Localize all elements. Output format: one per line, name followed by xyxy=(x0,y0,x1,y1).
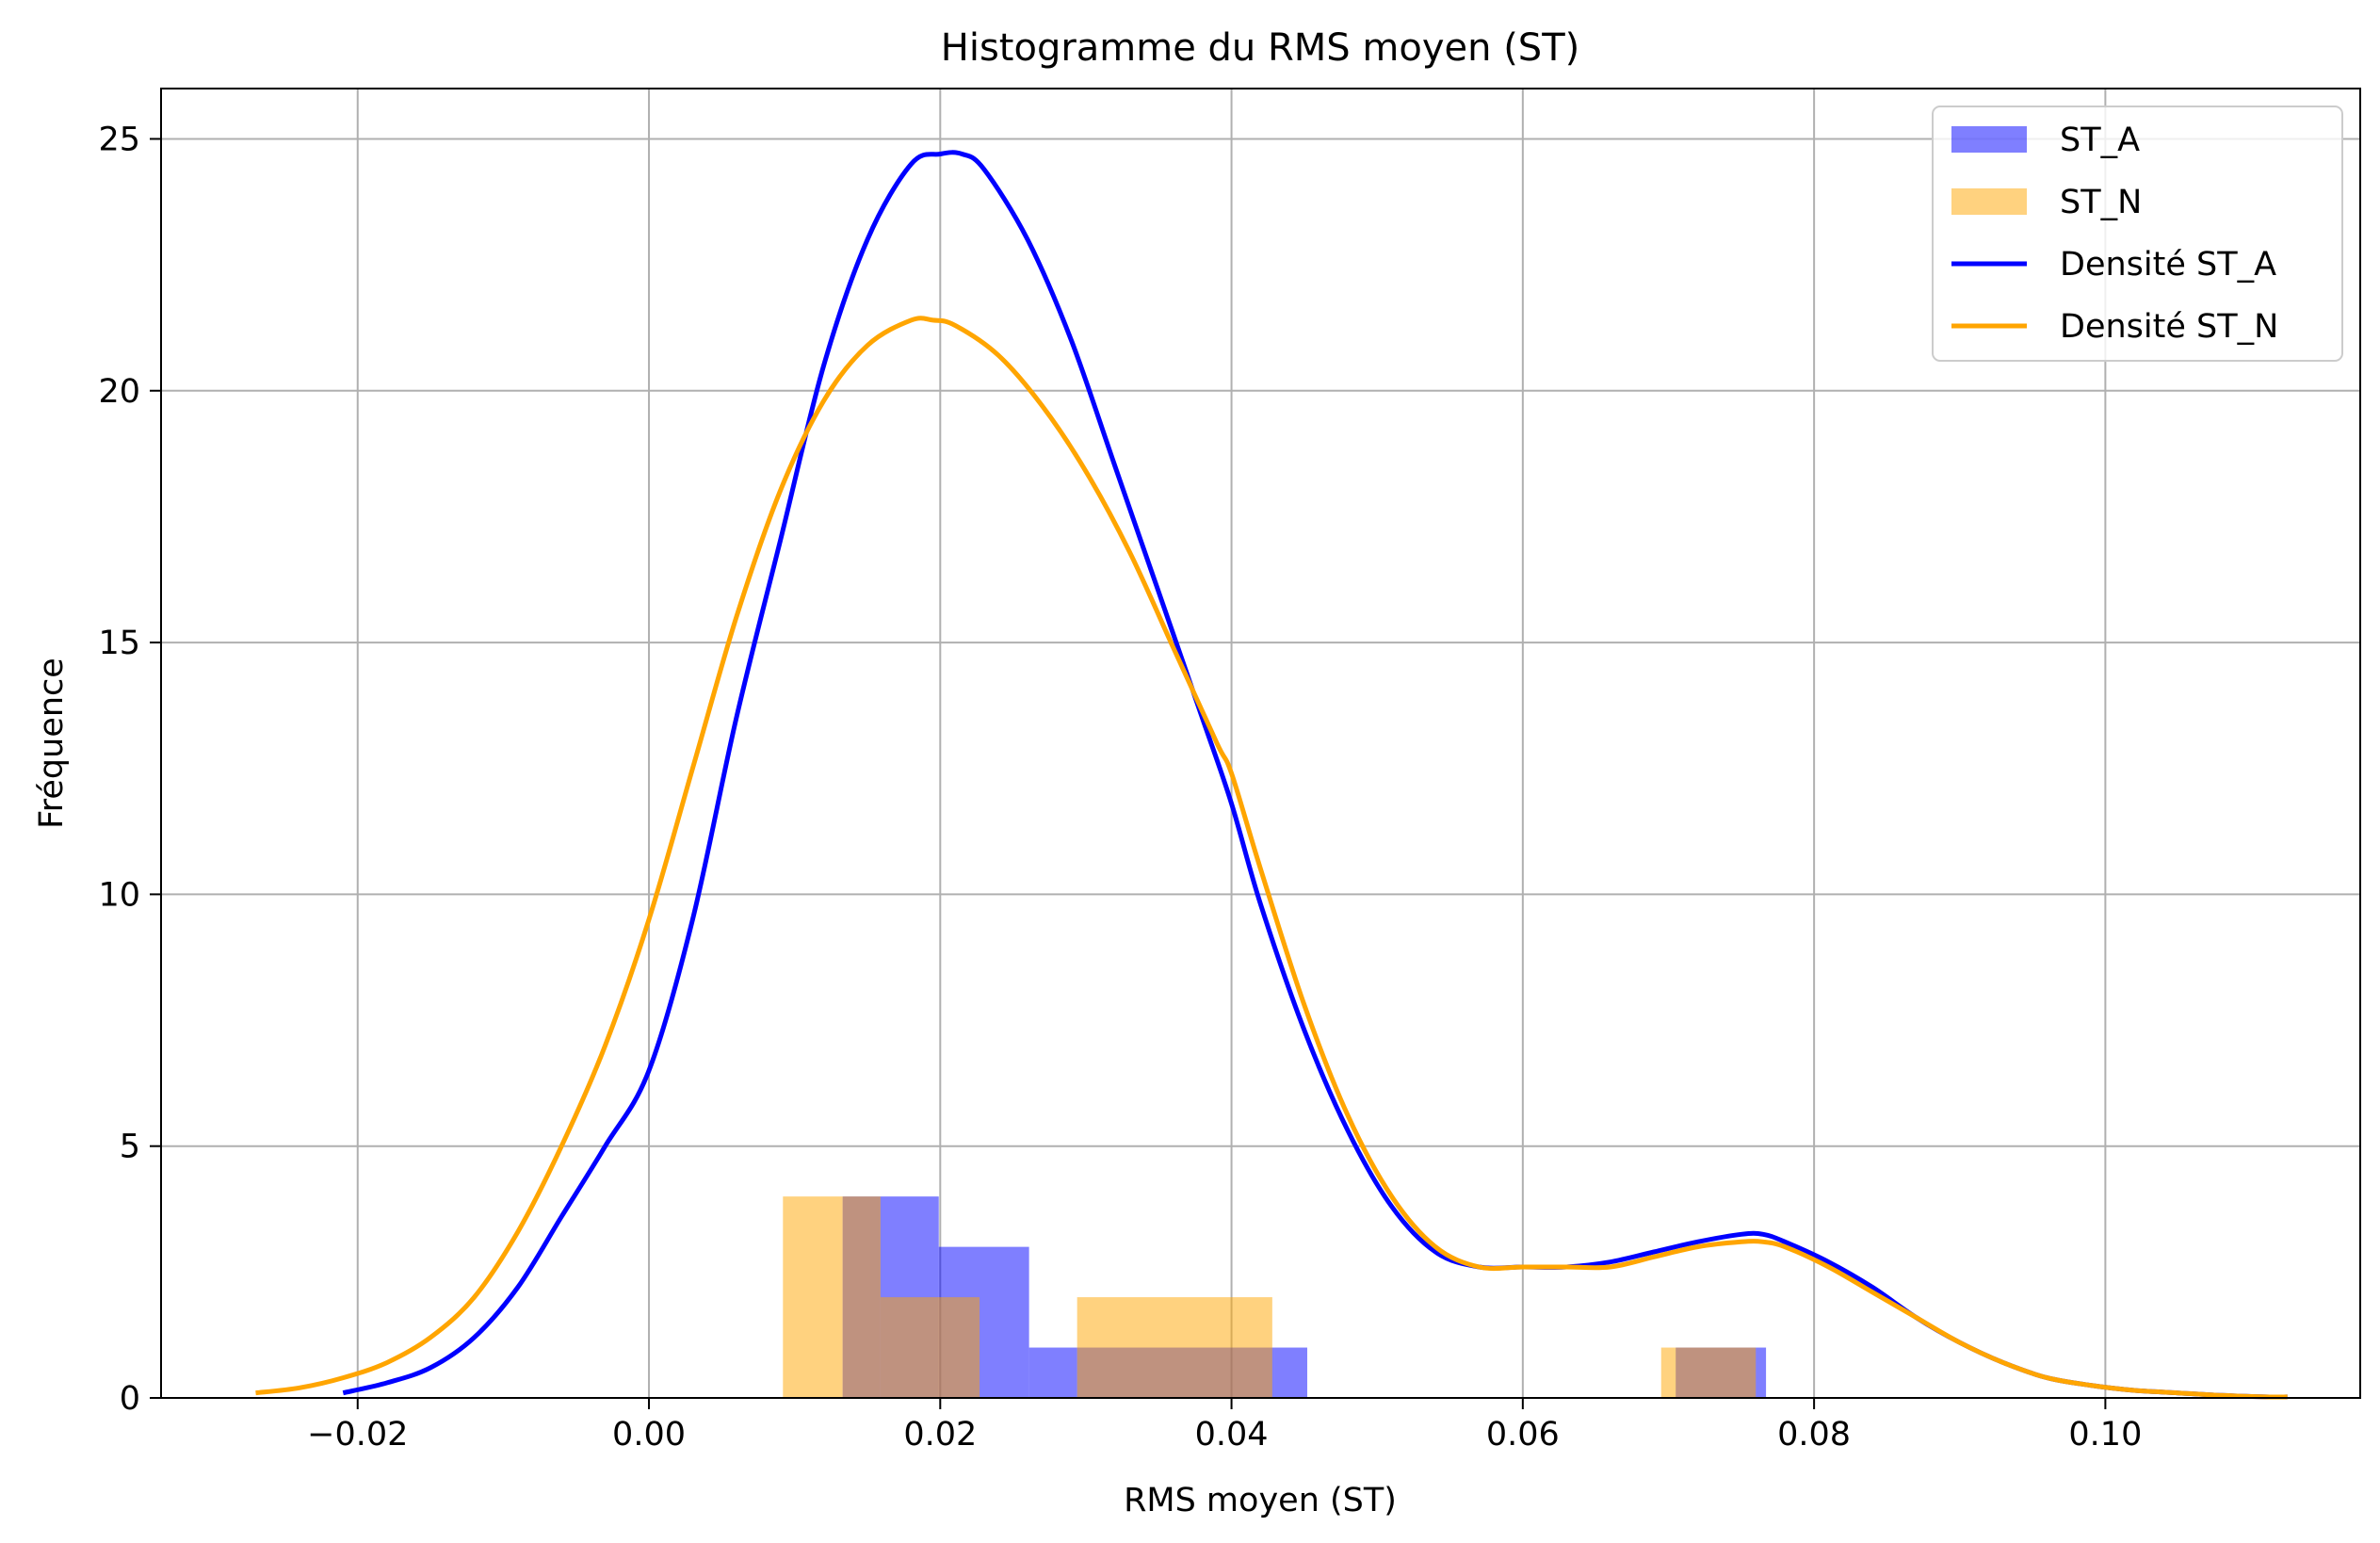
legend-box xyxy=(1932,106,2343,362)
line-densit-st-n xyxy=(255,316,2288,1400)
x-tick-label: 0.00 xyxy=(612,1416,686,1454)
x-tick-label: 0.02 xyxy=(903,1416,977,1454)
bar-st-n xyxy=(880,1297,980,1398)
bar-st-a xyxy=(1274,1347,1307,1398)
x-axis-label: RMS moyen (ST) xyxy=(1124,1482,1397,1519)
x-axis: −0.02 0.00 0.02 0.04 0.06 0.08 0.10 xyxy=(307,1398,2142,1454)
bar-st-n xyxy=(842,1196,881,1398)
bar-st-n xyxy=(1660,1347,1757,1398)
y-tick-label: 0 xyxy=(120,1380,140,1418)
y-axis-label: Fréquence xyxy=(33,658,71,829)
y-tick-label: 5 xyxy=(120,1129,140,1166)
x-tick-label: −0.02 xyxy=(307,1416,408,1454)
x-tick-label: 0.10 xyxy=(2068,1416,2142,1454)
legend-label-densit-st-a: Densité ST_A xyxy=(2060,246,2276,284)
legend-label-densit-st-n: Densité ST_N xyxy=(2060,308,2278,346)
y-tick-label: 25 xyxy=(98,121,140,158)
legend: ST_A ST_N Densité ST_A Densité ST_N xyxy=(1932,106,2343,362)
y-axis: 0 5 10 15 20 25 xyxy=(98,121,161,1418)
legend-swatch-st-a xyxy=(1951,126,2027,153)
bar-st-n xyxy=(1077,1297,1272,1398)
chart-title: Histogramme du RMS moyen (ST) xyxy=(941,26,1579,70)
y-tick-label: 20 xyxy=(98,373,140,411)
density-lines xyxy=(255,150,2288,1400)
legend-swatch-st-n xyxy=(1951,188,2027,215)
x-tick-label: 0.04 xyxy=(1195,1416,1269,1454)
legend-label-st-a: ST_A xyxy=(2060,122,2140,159)
bar-st-n xyxy=(783,1196,843,1398)
bar-st-a xyxy=(1028,1347,1077,1398)
x-tick-label: 0.08 xyxy=(1777,1416,1851,1454)
legend-label-st-n: ST_N xyxy=(2060,184,2142,221)
y-tick-label: 10 xyxy=(98,876,140,914)
y-tick-label: 15 xyxy=(98,625,140,662)
histogram-bars xyxy=(783,1196,1767,1398)
x-tick-label: 0.06 xyxy=(1486,1416,1560,1454)
plot-frame xyxy=(160,88,2361,1399)
